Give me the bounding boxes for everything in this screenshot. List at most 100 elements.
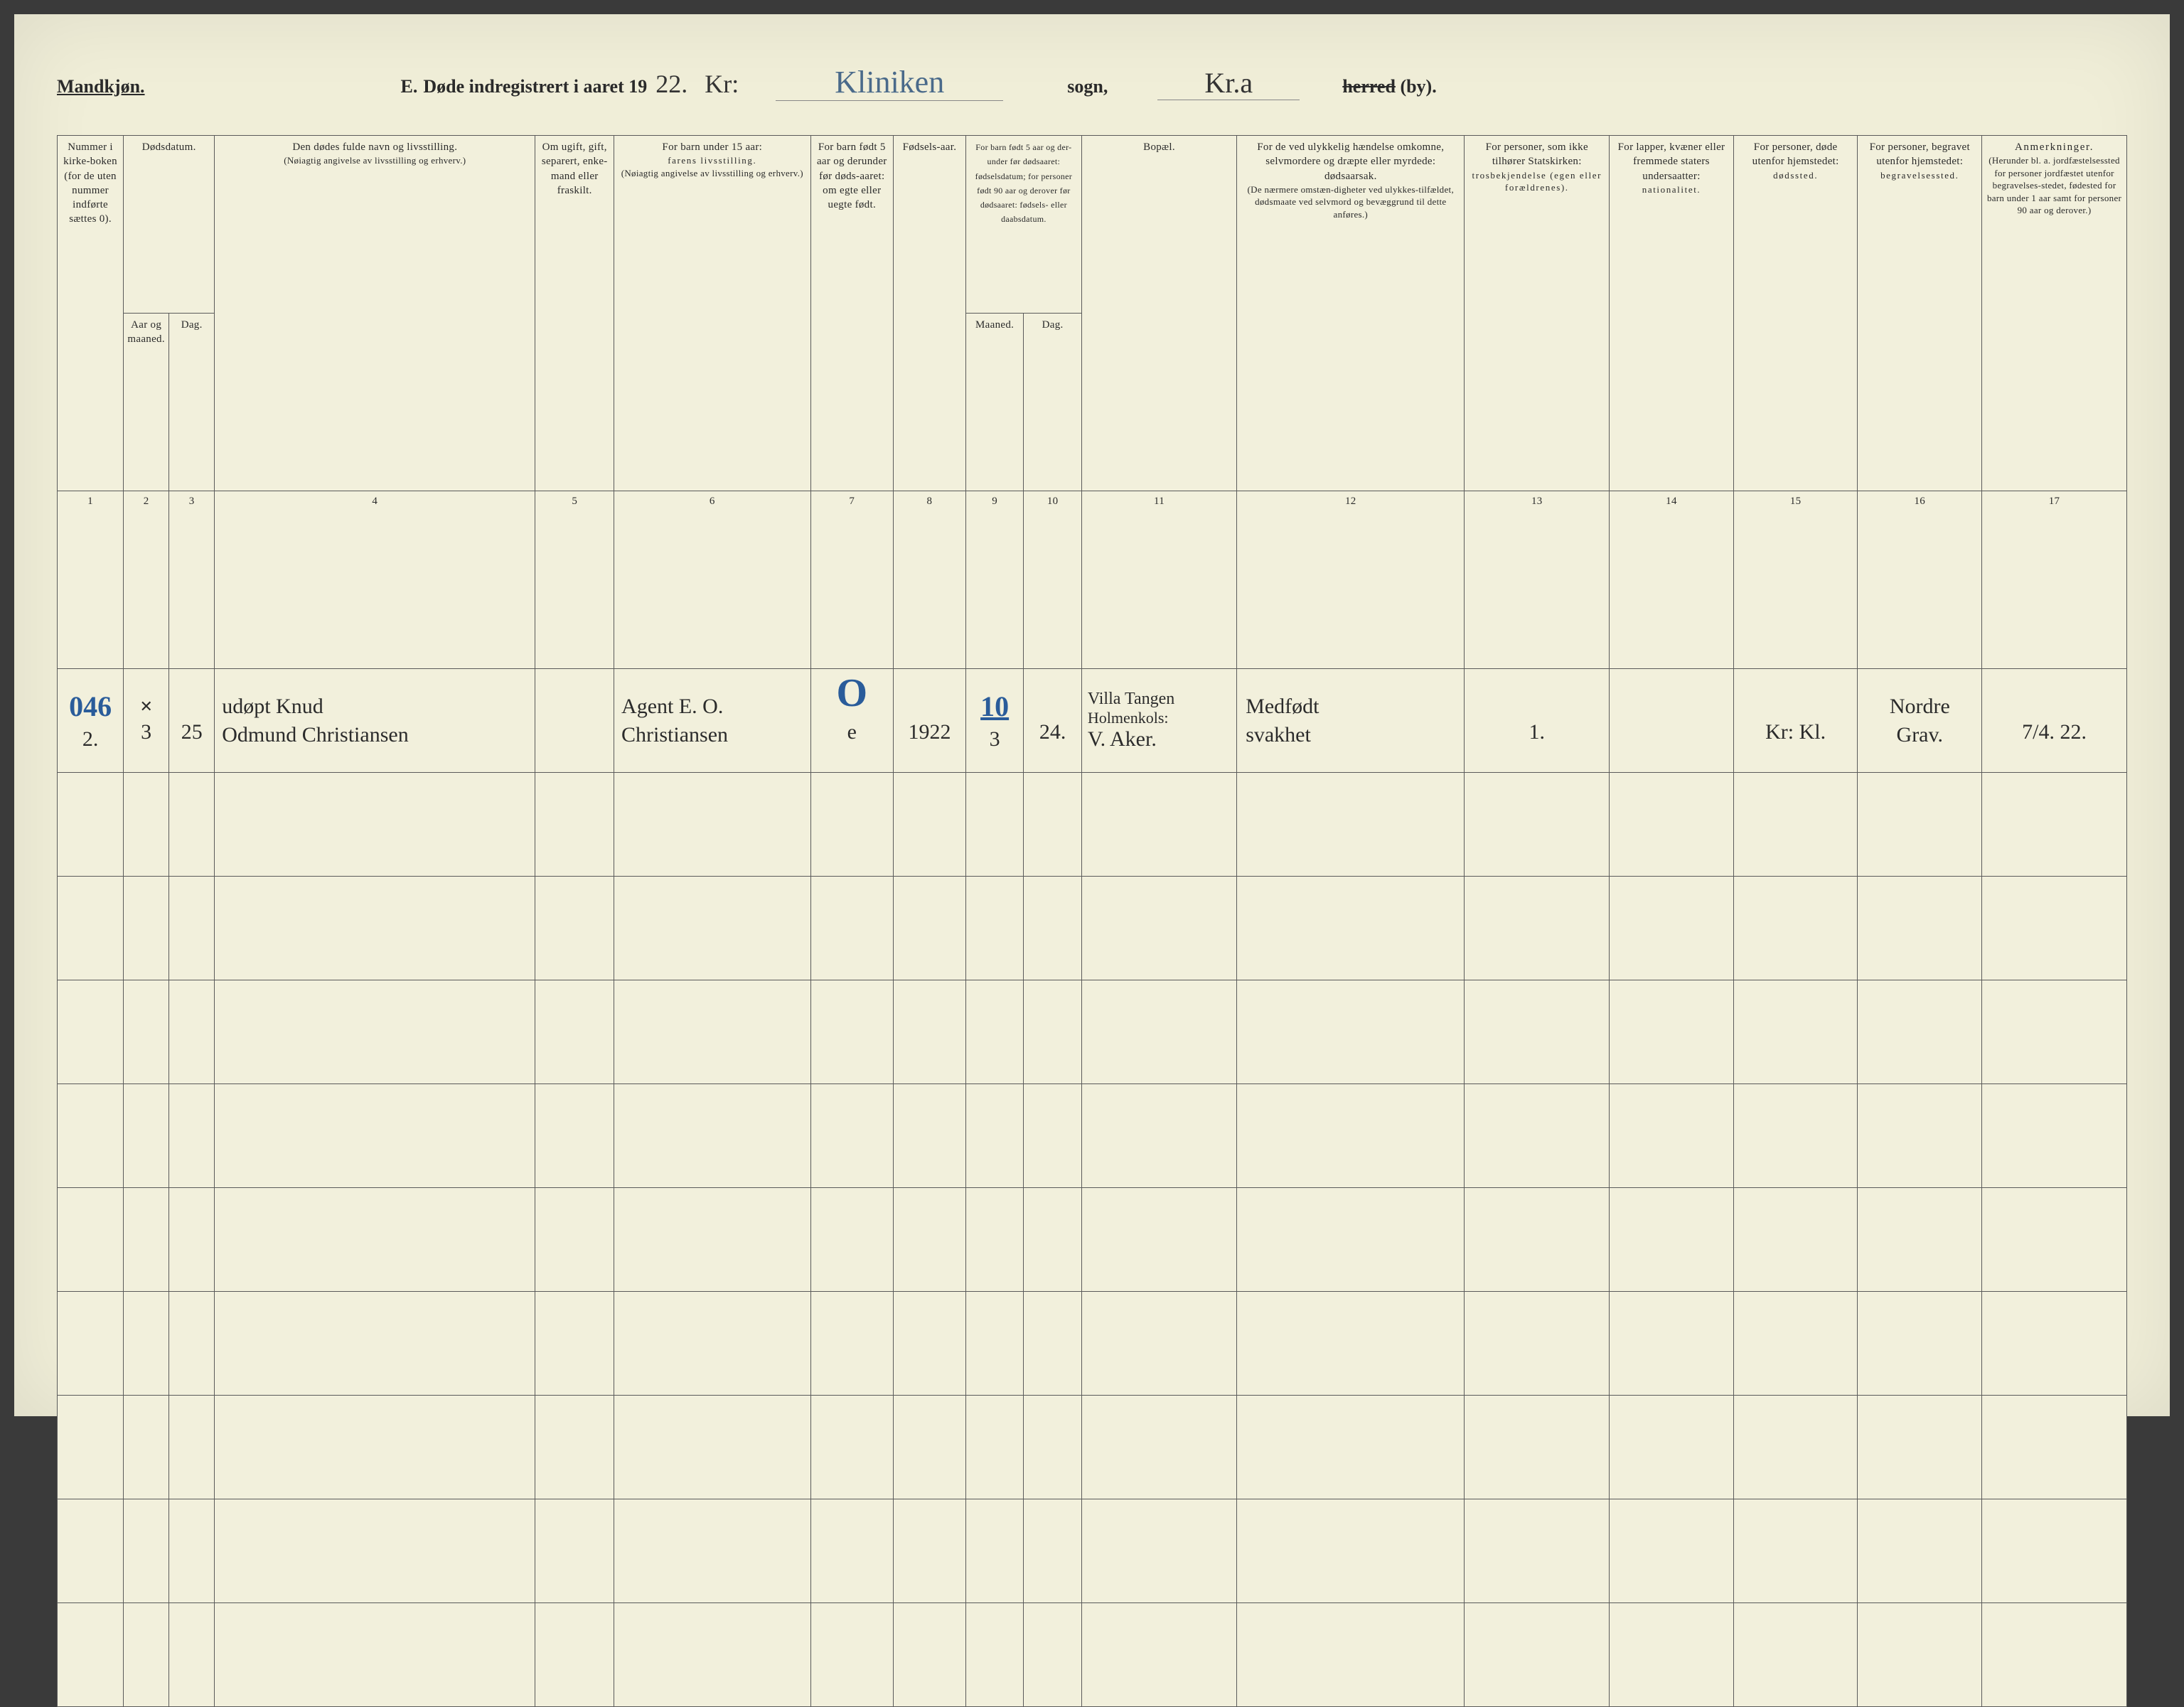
table-row xyxy=(58,1292,2127,1396)
table-row xyxy=(58,1603,2127,1707)
birth-month: 3 xyxy=(969,727,1021,751)
death-day: 25 xyxy=(172,720,211,744)
gender-label: Mandkjøn. xyxy=(57,76,145,97)
col-header-9b: Dag. xyxy=(1024,314,1082,491)
cell-residence: Villa Tangen Holmenkols: V. Aker. xyxy=(1081,669,1236,773)
col13-label: For personer, som ikke tilhører Statskir… xyxy=(1486,141,1588,167)
col-header-16: For personer, begravet utenfor hjemstede… xyxy=(1858,136,1982,491)
residence-3: V. Aker. xyxy=(1088,727,1233,751)
colnum-12: 12 xyxy=(1237,491,1465,669)
col-header-4: Den dødes fulde navn og livsstilling. (N… xyxy=(215,136,535,491)
sogn-label: sogn, xyxy=(1067,76,1108,97)
table-row xyxy=(58,1396,2127,1499)
col4-label: Den dødes fulde navn og livsstilling. xyxy=(292,141,457,153)
cell-name: udøpt Knud Odmund Christiansen xyxy=(215,669,535,773)
table-row xyxy=(58,773,2127,877)
col-header-12: For de ved ulykkelig hændelse omkomne, s… xyxy=(1237,136,1465,491)
col-header-2b: Dag. xyxy=(169,314,215,491)
cell-remarks: 7/4. 22. xyxy=(1982,669,2127,773)
year-handwritten: 22. xyxy=(655,69,687,99)
cell-burial-place: Nordre Grav. xyxy=(1858,669,1982,773)
col13-sub: trosbekjendelse (egen eller forældrenes)… xyxy=(1467,169,1606,194)
cell-birth-year: 1922 xyxy=(894,669,966,773)
residence-2: Holmenkols: xyxy=(1088,709,1233,727)
col-header-11: Bopæl. xyxy=(1081,136,1236,491)
col-header-9: For barn født 5 aar og der-under før død… xyxy=(965,136,1081,314)
col-header-13: For personer, som ikke tilhører Statskir… xyxy=(1465,136,1610,491)
col-header-15: For personer, døde utenfor hjemstedet: d… xyxy=(1733,136,1858,491)
col9-label: For barn født 5 aar og der-under før død… xyxy=(975,142,1072,224)
col4-sub: (Nøiagtig angivelse av livsstilling og e… xyxy=(218,154,532,167)
colnum-3: 3 xyxy=(169,491,215,669)
col-header-8: Fødsels-aar. xyxy=(894,136,966,491)
colnum-2: 2 xyxy=(124,491,169,669)
table-row xyxy=(58,980,2127,1084)
colnum-14: 14 xyxy=(1610,491,1734,669)
col15-label: For personer, døde utenfor hjemstedet: xyxy=(1752,141,1839,167)
colnum-4: 4 xyxy=(215,491,535,669)
legitimacy: e xyxy=(814,720,890,744)
col14-sub: nationalitet. xyxy=(1612,183,1730,196)
col-header-17: Anmerkninger. (Herunder bl. a. jordfæste… xyxy=(1982,136,2127,491)
cell-nationality xyxy=(1610,669,1734,773)
father-line1: Agent E. O. xyxy=(621,695,808,719)
cell-cause: Medfødt svakhet xyxy=(1237,669,1465,773)
residence-1: Villa Tangen xyxy=(1088,690,1233,709)
table-row: 046 2. ✕ 3 25 udøpt xyxy=(58,669,2127,773)
cell-death-day: 25 xyxy=(169,669,215,773)
col-header-7: For barn født 5 aar og derunder før døds… xyxy=(810,136,893,491)
col14-label: For lapper, kvæner eller fremmede stater… xyxy=(1618,141,1725,182)
col12-sub: (De nærmere omstæn-digheter ved ulykkes-… xyxy=(1240,183,1461,221)
colnum-16: 16 xyxy=(1858,491,1982,669)
colnum-6: 6 xyxy=(614,491,811,669)
col-header-6: For barn under 15 aar: farens livsstilli… xyxy=(614,136,811,491)
col-header-1: Nummer i kirke-boken (for de uten nummer… xyxy=(58,136,124,491)
col16-label: For personer, begravet utenfor hjemstede… xyxy=(1870,141,1970,167)
burial-1: Nordre xyxy=(1861,695,1979,719)
death-register-table: Nummer i kirke-boken (for de uten nummer… xyxy=(57,135,2127,1707)
cause-1: Medfødt xyxy=(1246,695,1461,719)
cell-entry-no: 046 2. xyxy=(58,669,124,773)
table-row xyxy=(58,1084,2127,1188)
col16-sub: begravelsessted. xyxy=(1861,169,1979,182)
col15-sub: dødssted. xyxy=(1737,169,1855,182)
col6-label: For barn under 15 aar: xyxy=(662,141,762,153)
parish-name: Kliniken xyxy=(776,64,1003,101)
cell-legitimacy: O e xyxy=(810,669,893,773)
ledger-page: Mandkjøn. E. Døde indregistrert i aaret … xyxy=(14,14,2170,1416)
colnum-11: 11 xyxy=(1081,491,1236,669)
herred-struck: herred xyxy=(1342,76,1396,97)
col2-label: Dødsdatum. xyxy=(142,141,196,153)
title-text: Døde indregistrert i aaret 19 xyxy=(423,76,647,97)
section-letter: E. xyxy=(401,76,418,97)
colnum-13: 13 xyxy=(1465,491,1610,669)
colnum-8: 8 xyxy=(894,491,966,669)
name-line1: udøpt Knud xyxy=(222,695,532,719)
cell-birth-day: 24. xyxy=(1024,669,1082,773)
father-line2: Christiansen xyxy=(621,723,808,747)
table-header: Nummer i kirke-boken (for de uten nummer… xyxy=(58,136,2127,669)
table-body: 046 2. ✕ 3 25 udøpt xyxy=(58,669,2127,1707)
blue-046: 046 xyxy=(60,690,120,723)
col17-sub: (Herunder bl. a. jordfæstelsessted for p… xyxy=(1985,154,2124,217)
cell-marital xyxy=(535,669,614,773)
col-header-5: Om ugift, gift, separert, enke-mand elle… xyxy=(535,136,614,491)
colnum-10: 10 xyxy=(1024,491,1082,669)
cell-confession: 1. xyxy=(1465,669,1610,773)
col17-label: Anmerkninger. xyxy=(2015,141,2094,153)
col-header-9a: Maaned. xyxy=(965,314,1024,491)
table-row xyxy=(58,1499,2127,1603)
cell-death-month: ✕ 3 xyxy=(124,669,169,773)
table-row xyxy=(58,877,2127,980)
remarks: 7/4. 22. xyxy=(1985,720,2124,744)
col12-label: For de ved ulykkelig hændelse omkomne, s… xyxy=(1257,141,1444,182)
blue-10: 10 xyxy=(969,690,1021,723)
burial-2: Grav. xyxy=(1861,723,1979,747)
entry-number: 2. xyxy=(60,727,120,751)
name-line2: Odmund Christiansen xyxy=(222,723,532,747)
col6-sub1: farens livsstilling. xyxy=(617,154,808,167)
cell-death-place: Kr: Kl. xyxy=(1733,669,1858,773)
colnum-17: 17 xyxy=(1982,491,2127,669)
herred-label: herred (by). xyxy=(1342,76,1436,97)
blue-o-mark: O xyxy=(837,670,868,716)
